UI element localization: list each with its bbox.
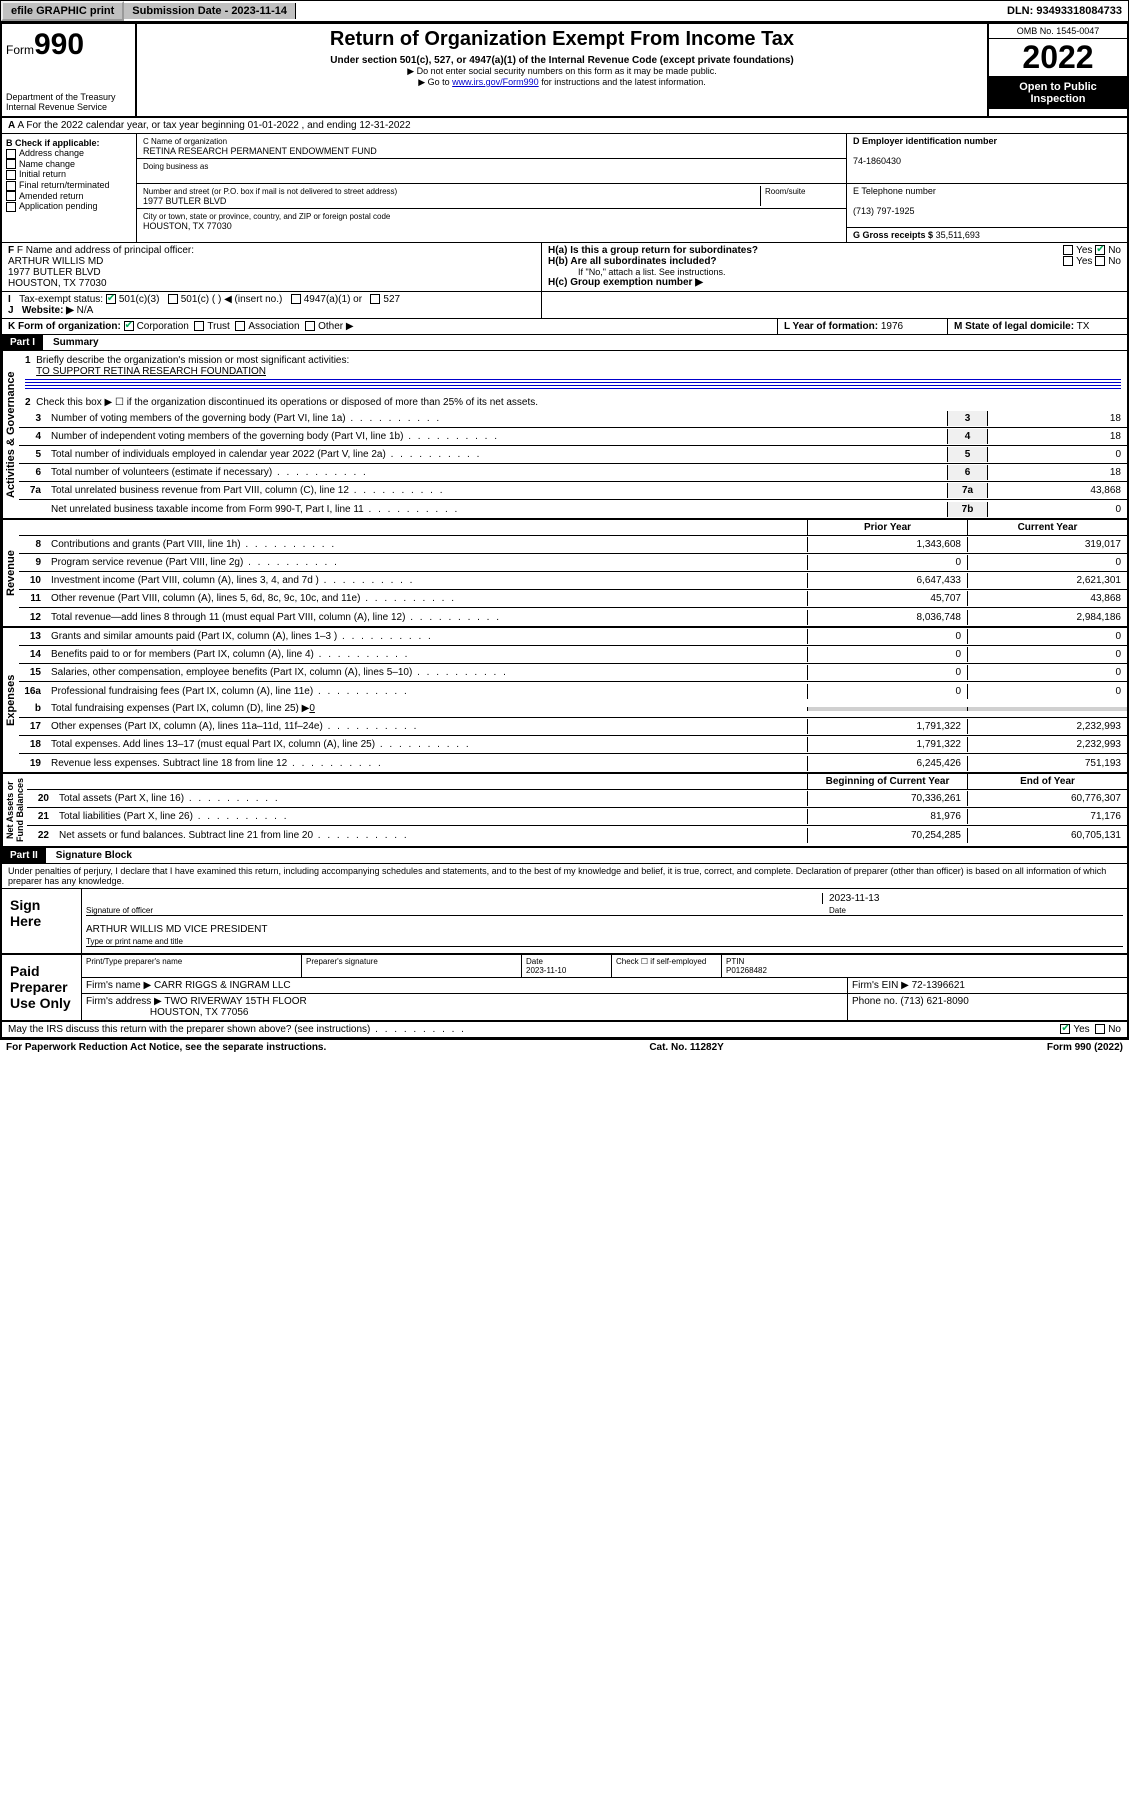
org-name: RETINA RESEARCH PERMANENT ENDOWMENT FUND: [143, 146, 377, 156]
paid-preparer-label: Paid Preparer Use Only: [2, 955, 82, 1020]
mission: TO SUPPORT RETINA RESEARCH FOUNDATION: [36, 366, 266, 377]
omb-number: OMB No. 1545-0047: [989, 24, 1127, 39]
footer-left: For Paperwork Reduction Act Notice, see …: [6, 1042, 326, 1053]
dept-treasury: Department of the Treasury: [6, 92, 131, 102]
tax-year: 2022: [989, 39, 1127, 77]
perjury-declaration: Under penalties of perjury, I declare th…: [2, 864, 1127, 889]
state-domicile: TX: [1077, 321, 1090, 332]
open-public-badge: Open to Public Inspection: [989, 77, 1127, 109]
label-net-assets: Net Assets orFund Balances: [2, 774, 27, 846]
sig-date: 2023-11-13: [823, 893, 1123, 904]
org-city: HOUSTON, TX 77030: [143, 221, 232, 231]
part1-header: Part I: [2, 335, 43, 350]
dln: DLN: 93493318084733: [1001, 3, 1128, 19]
submission-date: Submission Date - 2023-11-14: [124, 3, 296, 19]
form-number: Form990: [6, 28, 131, 62]
firm-name: CARR RIGGS & INGRAM LLC: [154, 980, 291, 991]
form-title: Return of Organization Exempt From Incom…: [141, 28, 983, 51]
top-bar: efile GRAPHIC print Submission Date - 20…: [0, 0, 1129, 22]
efile-print-button[interactable]: efile GRAPHIC print: [1, 1, 124, 21]
subtitle-3: ▶ Go to www.irs.gov/Form990 for instruct…: [141, 77, 983, 88]
phone: (713) 797-1925: [853, 206, 915, 216]
row-a-period: A A For the 2022 calendar year, or tax y…: [2, 118, 1127, 134]
firm-ein: 72-1396621: [912, 980, 965, 991]
part2-header: Part II: [2, 848, 46, 863]
subtitle-2: ▶ Do not enter social security numbers o…: [141, 66, 983, 77]
col-b-checkboxes: B Check if applicable: Address change Na…: [2, 134, 137, 242]
officer-name: ARTHUR WILLIS MD: [8, 256, 103, 267]
footer-mid: Cat. No. 11282Y: [649, 1042, 723, 1053]
form-container: Form990 Department of the Treasury Inter…: [0, 22, 1129, 1040]
subtitle-1: Under section 501(c), 527, or 4947(a)(1)…: [141, 55, 983, 66]
footer-right: Form 990 (2022): [1047, 1042, 1123, 1053]
irs-link[interactable]: www.irs.gov/Form990: [452, 77, 539, 87]
year-formation: 1976: [881, 321, 903, 332]
ptin: P01268482: [726, 966, 767, 975]
officer-printed: ARTHUR WILLIS MD VICE PRESIDENT: [86, 924, 1123, 935]
firm-phone: (713) 621-8090: [900, 996, 968, 1007]
sign-here-label: Sign Here: [2, 889, 82, 953]
label-revenue: Revenue: [2, 520, 19, 626]
gross-receipts: 35,511,693: [936, 230, 980, 240]
website: N/A: [77, 305, 94, 316]
label-activities: Activities & Governance: [2, 351, 19, 518]
org-address: 1977 BUTLER BLVD: [143, 196, 226, 206]
label-expenses: Expenses: [2, 628, 19, 772]
irs-label: Internal Revenue Service: [6, 102, 131, 112]
ein: 74-1860430: [853, 156, 901, 166]
